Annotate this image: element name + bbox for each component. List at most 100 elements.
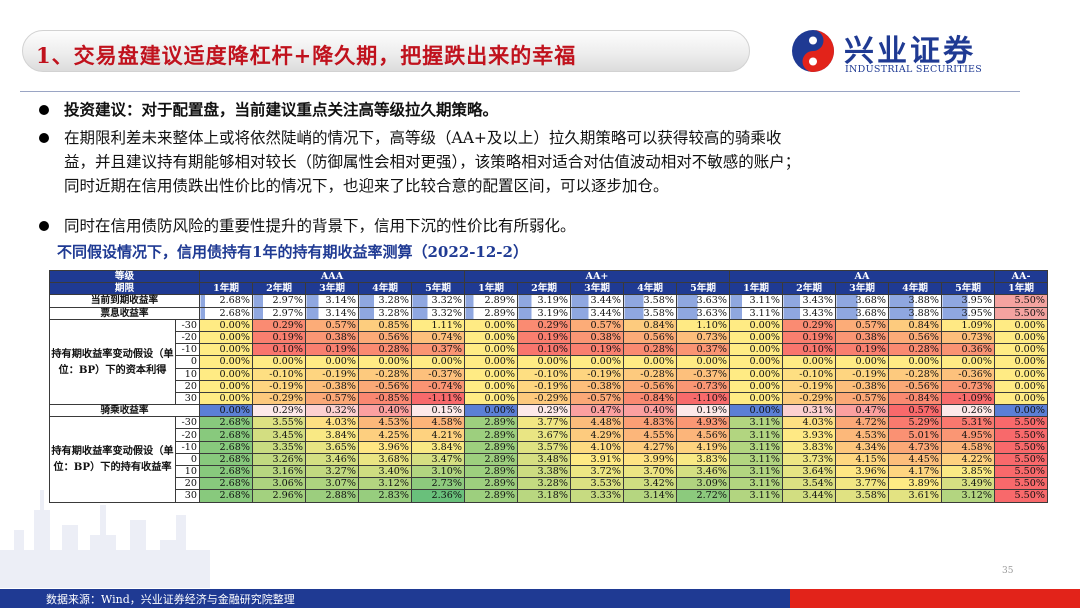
table-cell: 0.84%: [888, 318, 942, 332]
table-cell: 0.00%: [464, 343, 518, 357]
table-cell: 0.57%: [835, 318, 889, 332]
table-cell: 2.72%: [676, 489, 730, 503]
table-cell: 4.45%: [888, 452, 942, 467]
table-cell: 0.10%: [517, 343, 571, 357]
skyline-watermark: [0, 490, 210, 588]
table-cell: 3.68%: [835, 306, 889, 320]
bp-cell: 0: [175, 355, 200, 369]
table-cell: 2.36%: [411, 489, 465, 503]
table-cell: 5.50%: [994, 440, 1048, 454]
table-cell: 3.11%: [729, 452, 783, 467]
table-cell: 3.38%: [517, 464, 571, 479]
table-cell: 2.73%: [411, 477, 465, 491]
table-cell: 0.38%: [305, 330, 359, 345]
bp-cell: 0: [175, 452, 200, 467]
table-cell: 5.50%: [994, 452, 1048, 467]
table-cell: 0.19%: [570, 343, 624, 357]
table-cell: -0.38%: [305, 379, 359, 393]
table-cell: 2.89%: [464, 306, 518, 320]
table-cell: 2.88%: [305, 489, 359, 503]
table-cell: -0.19%: [570, 367, 624, 381]
table-cell: 3.11%: [729, 464, 783, 479]
table-cell: 4.29%: [570, 428, 624, 442]
table-cell: -0.19%: [517, 379, 571, 393]
bullet-text: 在期限利差未来整体上或将依然陡峭的情况下，高等级（AA+及以上）拉久期策略可以获…: [39, 126, 1004, 198]
bp-cell: -20: [175, 330, 200, 345]
table-row: -20 2.68% 3.45% 3.84% 4.25% 4.21% 2.89% 3.67% 4.…: [50, 428, 1048, 442]
table-cell: 4.25%: [358, 428, 412, 442]
table-cell: -0.56%: [358, 379, 412, 393]
table-cell: -0.74%: [411, 379, 465, 393]
brand-name-cn: 兴业证券: [844, 34, 976, 69]
table-cell: 0.73%: [941, 330, 995, 345]
table-cell: 0.47%: [570, 404, 624, 418]
header-divider: [20, 91, 1020, 92]
table-cell: 0.00%: [994, 391, 1048, 406]
grade-header: AA+: [464, 269, 730, 284]
table-cell: 0.00%: [994, 343, 1048, 357]
table-cell: 0.00%: [729, 355, 783, 369]
table-cell: 2.89%: [464, 294, 518, 308]
table-cell: 0.00%: [994, 318, 1048, 332]
table-cell: 3.06%: [252, 477, 306, 491]
table-cell: -0.57%: [570, 391, 624, 406]
bp-cell: 30: [175, 391, 200, 406]
bullet-line: 在期限利差未来整体上或将依然陡峭的情况下，高等级（AA+及以上）拉久期策略可以获…: [64, 129, 782, 147]
table-cell: -0.28%: [358, 367, 412, 381]
table-cell: 3.49%: [941, 477, 995, 491]
table-cell: 2.83%: [358, 489, 412, 503]
table-cell: 0.00%: [199, 367, 253, 381]
table-cell: 0.36%: [941, 343, 995, 357]
table-cell: 0.57%: [570, 318, 624, 332]
table-cell: 0.74%: [411, 330, 465, 345]
table-row: 票息收益率 2.68% 2.97% 3.14% 3.28% 3.32% 2.89% 3.19%…: [49, 306, 1048, 320]
table-cell: 2.97%: [252, 306, 306, 320]
table-cell: -0.29%: [517, 391, 571, 406]
title-bar: [22, 30, 750, 72]
table-cell: 0.73%: [676, 330, 730, 345]
bp-cell: -10: [175, 343, 200, 357]
term-header: 3年期: [570, 282, 624, 296]
table-cell: 0.00%: [252, 355, 306, 369]
table-cell: 0.00%: [199, 318, 253, 332]
table-cell: 5.50%: [994, 464, 1048, 479]
bp-cell: 10: [175, 367, 200, 381]
bullet-item: 同时在信用债防风险的重要性提升的背景下，信用下沉的性价比有所弱化。: [39, 214, 1004, 238]
table-cell: 3.45%: [252, 428, 306, 442]
table-cell: 4.93%: [676, 416, 730, 430]
table-cell: 0.00%: [358, 355, 412, 369]
table-cell: 0.00%: [994, 355, 1048, 369]
table-cell: 0.40%: [623, 404, 677, 418]
table-cell: -0.57%: [835, 391, 889, 406]
bp-cell: -20: [175, 428, 200, 442]
table-cell: 4.27%: [623, 440, 677, 454]
table-cell: -0.10%: [517, 367, 571, 381]
table-cell: 3.11%: [729, 294, 783, 308]
table-cell: 3.14%: [305, 306, 359, 320]
table-cell: 3.68%: [835, 294, 889, 308]
table-row: 20 0.00% -0.19% -0.38% -0.56% -0.74% 0.00% -0.1…: [50, 379, 1048, 393]
term-header: 2年期: [782, 282, 836, 296]
table-cell: 0.19%: [782, 330, 836, 345]
table-cell: 3.67%: [517, 428, 571, 442]
bullet-line: 投资建议：对于配置盘，当前建议重点关注高等级拉久期策略。: [64, 100, 499, 119]
table-cell: 3.95%: [941, 294, 995, 308]
table-cell: 0.00%: [729, 391, 783, 406]
table-cell: 0.19%: [676, 404, 730, 418]
table-cell: 5.50%: [994, 477, 1048, 491]
table-cell: 4.22%: [941, 452, 995, 467]
table-cell: 3.26%: [252, 452, 306, 467]
table-cell: 0.56%: [888, 330, 942, 345]
table-cell: 2.97%: [252, 294, 306, 308]
table-cell: 3.10%: [411, 464, 465, 479]
brand-logo-mark-icon: [792, 30, 834, 72]
data-source: 数据来源：Wind，兴业证券经济与金融研究院整理: [46, 593, 295, 606]
table-cell: 2.89%: [464, 428, 518, 442]
row-label: 骑乘收益率: [49, 404, 200, 418]
table-cell: -0.19%: [835, 367, 889, 381]
term-header-label: 期限: [49, 282, 200, 296]
table-cell: 0.37%: [676, 343, 730, 357]
table-cell: 0.00%: [994, 404, 1048, 418]
table-cell: 2.89%: [464, 489, 518, 503]
table-cell: 4.03%: [782, 416, 836, 430]
